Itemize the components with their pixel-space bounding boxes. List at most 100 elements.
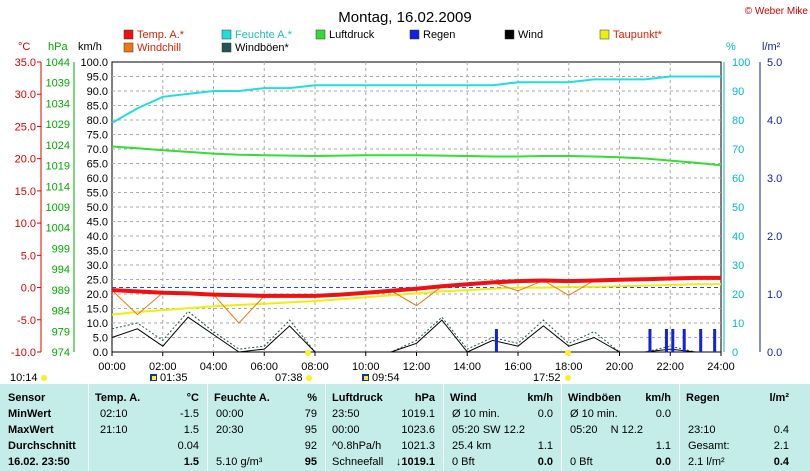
wind-axis: km/h 100.0 95.0 90.0 85.0 80.0 75.0 70.0 65.0 60.…	[78, 41, 108, 359]
hum-value: 95	[304, 456, 317, 468]
x-tick-label: 00:00	[98, 361, 126, 373]
legend-swatch	[315, 29, 326, 40]
legend-swatch	[409, 29, 420, 40]
legend-swatch	[221, 42, 232, 53]
gust-detail: Ø 10 min.	[570, 408, 618, 420]
divider	[443, 384, 444, 471]
wind-unit-header: km/h	[527, 392, 553, 404]
temp-axis-tick: -10.0	[11, 347, 36, 359]
rain-axis-tick: 0.0	[767, 347, 782, 359]
rain-bar	[682, 329, 686, 352]
press-time: 00:00	[332, 424, 360, 436]
moonset-time: 01:35	[160, 372, 188, 384]
wind-axis-tick: 20.0	[87, 289, 108, 301]
temp-axis-tick: -5.0	[17, 315, 36, 327]
humidity-axis-tick: 40	[732, 231, 744, 243]
temp-axis-tick: 15.0	[15, 186, 36, 198]
series-line-tempa	[111, 275, 721, 298]
rain-bar	[664, 329, 668, 352]
humidity-axis-tick: 60	[732, 173, 744, 185]
rain-bar	[713, 329, 717, 352]
wind-axis-tick: 55.0	[87, 188, 108, 200]
press-value: 1021.3	[401, 440, 435, 452]
legend-label: Luftdruck	[329, 29, 375, 41]
humidity-axis-unit: %	[726, 41, 736, 53]
sun-icon	[565, 350, 571, 356]
gust-value: 1.1	[655, 440, 671, 452]
wind-axis-tick: 80.0	[87, 115, 108, 127]
hum-time: 00:00	[216, 408, 244, 420]
x-tick-label: 02:00	[149, 361, 177, 373]
wind-detail: 0 Bft	[452, 456, 475, 468]
pressure-axis-tick: 999	[52, 243, 70, 255]
x-tick-label: 10:00	[352, 361, 380, 373]
press-time: Schneefall	[332, 456, 384, 468]
humidity-axis-tick: 10	[732, 318, 744, 330]
wind-axis-tick: 95.0	[87, 72, 108, 84]
x-tick-label: 16:00	[504, 361, 532, 373]
gust-header: Windböen	[568, 392, 622, 404]
wind-value: 0.0	[537, 456, 553, 468]
rain-header: Regen	[686, 392, 720, 404]
legend-swatch	[221, 29, 232, 40]
sun-icon	[306, 375, 312, 381]
wind-header: Wind	[450, 392, 477, 404]
wind-axis-tick: 70.0	[87, 144, 108, 156]
legend-swatch	[599, 29, 610, 40]
row-label: MinWert	[8, 408, 52, 420]
rain-axis-tick: 2.0	[767, 231, 782, 243]
wind-axis-tick: 45.0	[87, 217, 108, 229]
pressure-axis-tick: 979	[52, 326, 70, 338]
legend-label: Temp. A.*	[137, 29, 185, 41]
wind-axis-tick: 85.0	[87, 101, 108, 113]
wind-value: 1.1	[537, 440, 553, 452]
wind-axis-unit: km/h	[78, 41, 102, 53]
x-axis: 00:00 02:00 04:00 06:00 08:00 10:00 12:00 14:00…	[98, 352, 735, 373]
rain-bar	[699, 329, 703, 352]
pressure-axis-tick: 1014	[46, 181, 70, 193]
wind-axis-tick: 15.0	[87, 304, 108, 316]
stats-table: Sensor Temp. A. °C Feuchte A.% Luftdruck hPa W…	[0, 384, 810, 471]
pressure-axis-tick: 989	[52, 285, 70, 297]
wind-axis-tick: 60.0	[87, 173, 108, 185]
rain-axis-tick: 3.0	[767, 173, 782, 185]
pressure-axis-tick: 1004	[46, 223, 70, 235]
x-tick-label: 12:00	[403, 361, 431, 373]
divider	[679, 384, 680, 471]
sun-icon	[305, 350, 311, 356]
press-header: Luftdruck	[332, 392, 383, 404]
rain-value: 0.4	[773, 456, 789, 468]
row-label: 16.02. 23:50	[8, 456, 70, 468]
wind-axis-tick: 25.0	[87, 275, 108, 287]
series-line-taupunkt	[111, 283, 721, 316]
legend-label: Windchill	[137, 42, 181, 54]
press-time: ^0.8hPa/h	[332, 440, 382, 452]
temp-axis-tick: 30.0	[15, 89, 36, 101]
press-time: 23:50	[332, 408, 360, 420]
press-value: 1023.6	[401, 424, 435, 436]
wind-axis-tick: 5.0	[93, 333, 108, 345]
sun-times: 10:14 01:35 07:38 09:54 17:52	[10, 350, 571, 384]
pressure-axis-tick: 1039	[46, 78, 70, 90]
rain-bar	[494, 329, 498, 352]
wind-axis-tick: 100.0	[80, 57, 108, 69]
pressure-axis-tick: 1019	[46, 161, 70, 173]
wind-detail: 25.4 km	[452, 440, 492, 452]
temp-axis-tick: 5.0	[21, 250, 36, 262]
pressure-axis-tick: 1024	[46, 140, 70, 152]
humidity-axis-tick: 90	[732, 86, 744, 98]
rain-axis-tick: 1.0	[767, 289, 782, 301]
wind-axis-tick: 35.0	[87, 246, 108, 258]
rain-axis-unit: l/m²	[762, 41, 781, 53]
pressure-axis-tick: 974	[52, 347, 70, 359]
legend-swatch	[123, 29, 134, 40]
gust-unit-header: km/h	[645, 392, 671, 404]
legend-swatch	[504, 29, 515, 40]
rain-value: 0.4	[773, 424, 789, 436]
x-tick-label: 08:00	[301, 361, 329, 373]
x-tick-label: 18:00	[555, 361, 583, 373]
humidity-axis-tick: 80	[732, 115, 744, 127]
x-tick-label: 22:00	[656, 361, 684, 373]
press-unit-header: hPa	[414, 392, 435, 404]
pressure-axis-tick: 1029	[46, 119, 70, 131]
